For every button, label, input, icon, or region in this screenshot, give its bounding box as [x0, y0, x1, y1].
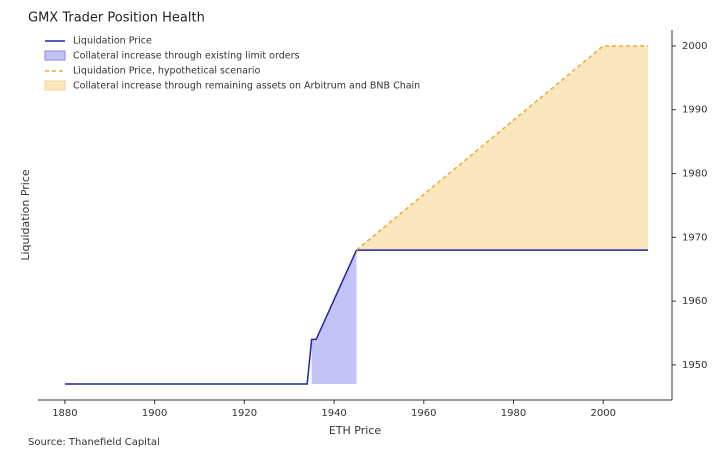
line: [356, 45, 649, 251]
legend-label: Collateral increase through remaining as…: [73, 81, 420, 92]
chart-title: GMX Trader Position Health: [28, 11, 205, 26]
legend-swatch: [44, 80, 66, 91]
y-tick-label: 1950: [682, 360, 707, 371]
line: [64, 249, 649, 385]
x-tick-label: 1980: [501, 408, 526, 419]
x-axis-label: ETH Price: [329, 424, 382, 437]
area: [356, 45, 649, 251]
legend-swatch: [44, 50, 66, 61]
legend-label: Liquidation Price: [73, 36, 152, 47]
legend-label: Liquidation Price, hypothetical scenario: [73, 66, 260, 77]
y-tick-label: 1990: [682, 105, 707, 116]
source: Source: Thanefield Capital: [28, 437, 160, 448]
y-tick-label: 1980: [682, 169, 707, 180]
x-tick-label: 2000: [590, 408, 615, 419]
legend: Liquidation Price Collateral increase thr…: [44, 36, 420, 92]
area: [311, 250, 357, 385]
y-tick-label: 1970: [682, 232, 707, 243]
y-axis-label: Liquidation Price: [19, 169, 32, 261]
x-tick-label: 1900: [142, 408, 167, 419]
legend-label: Collateral increase through existing lim…: [73, 51, 299, 62]
y-tick-label: 2000: [682, 41, 707, 52]
plot: [64, 45, 649, 385]
x-tick-label: 1940: [321, 408, 346, 419]
y-tick-label: 1960: [682, 296, 707, 307]
x-tick-label: 1960: [411, 408, 436, 419]
x-tick-label: 1880: [52, 408, 77, 419]
x-tick-label: 1920: [232, 408, 257, 419]
